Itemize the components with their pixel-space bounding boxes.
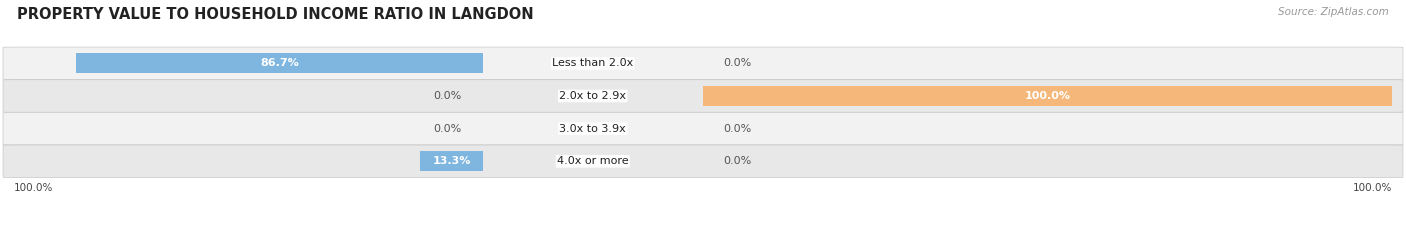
Text: 0.0%: 0.0% [724, 124, 752, 134]
FancyBboxPatch shape [3, 80, 1403, 112]
Text: 100.0%: 100.0% [1025, 91, 1070, 101]
Text: 0.0%: 0.0% [433, 91, 461, 101]
Text: 2.0x to 2.9x: 2.0x to 2.9x [560, 91, 626, 101]
Bar [420, 151, 482, 172]
Bar [703, 86, 1392, 106]
FancyBboxPatch shape [3, 145, 1403, 178]
Text: 0.0%: 0.0% [724, 156, 752, 166]
FancyBboxPatch shape [3, 47, 1403, 80]
Text: 13.3%: 13.3% [432, 156, 471, 166]
Text: 100.0%: 100.0% [1353, 183, 1392, 193]
Bar [76, 53, 482, 73]
Text: PROPERTY VALUE TO HOUSEHOLD INCOME RATIO IN LANGDON: PROPERTY VALUE TO HOUSEHOLD INCOME RATIO… [17, 7, 533, 22]
Text: 86.7%: 86.7% [260, 58, 299, 68]
Text: 4.0x or more: 4.0x or more [557, 156, 628, 166]
Text: 0.0%: 0.0% [724, 58, 752, 68]
Text: 3.0x to 3.9x: 3.0x to 3.9x [560, 124, 626, 134]
FancyBboxPatch shape [3, 112, 1403, 145]
Text: 0.0%: 0.0% [433, 124, 461, 134]
Text: Less than 2.0x: Less than 2.0x [553, 58, 633, 68]
Text: 100.0%: 100.0% [14, 183, 53, 193]
Text: Source: ZipAtlas.com: Source: ZipAtlas.com [1278, 7, 1389, 17]
